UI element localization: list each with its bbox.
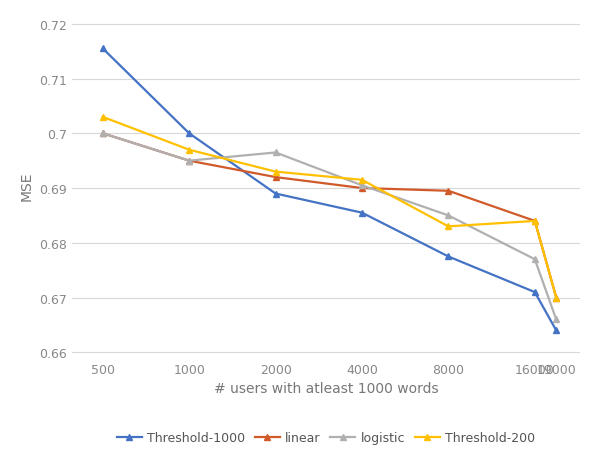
Threshold-1000: [445, 254, 452, 260]
Threshold-1000: [358, 211, 365, 216]
Threshold-1000: [531, 290, 538, 295]
logistic: [445, 213, 452, 218]
linear: [99, 131, 106, 137]
logistic: [185, 158, 193, 164]
Y-axis label: MSE: MSE: [20, 171, 33, 201]
logistic: [531, 257, 538, 263]
Threshold-200: [272, 169, 279, 175]
X-axis label: # users with atleast 1000 words: # users with atleast 1000 words: [213, 381, 438, 395]
logistic: [272, 151, 279, 156]
Line: logistic: logistic: [99, 130, 560, 323]
linear: [445, 189, 452, 194]
Threshold-1000: [553, 328, 560, 333]
linear: [358, 186, 365, 191]
logistic: [99, 131, 106, 137]
linear: [531, 218, 538, 224]
Threshold-1000: [272, 191, 279, 197]
Line: Threshold-1000: Threshold-1000: [99, 46, 560, 334]
Threshold-1000: [99, 46, 106, 52]
Threshold-200: [99, 115, 106, 120]
Threshold-1000: [185, 131, 193, 137]
Legend: Threshold-1000, linear, logistic, Threshold-200: Threshold-1000, linear, logistic, Thresh…: [112, 426, 540, 449]
Threshold-200: [531, 218, 538, 224]
Line: Threshold-200: Threshold-200: [99, 114, 560, 302]
Threshold-200: [553, 295, 560, 301]
linear: [553, 295, 560, 301]
Threshold-200: [358, 178, 365, 183]
Threshold-200: [445, 224, 452, 230]
logistic: [553, 317, 560, 323]
Threshold-200: [185, 148, 193, 153]
linear: [272, 175, 279, 180]
Line: linear: linear: [99, 130, 560, 302]
logistic: [358, 183, 365, 189]
linear: [185, 158, 193, 164]
